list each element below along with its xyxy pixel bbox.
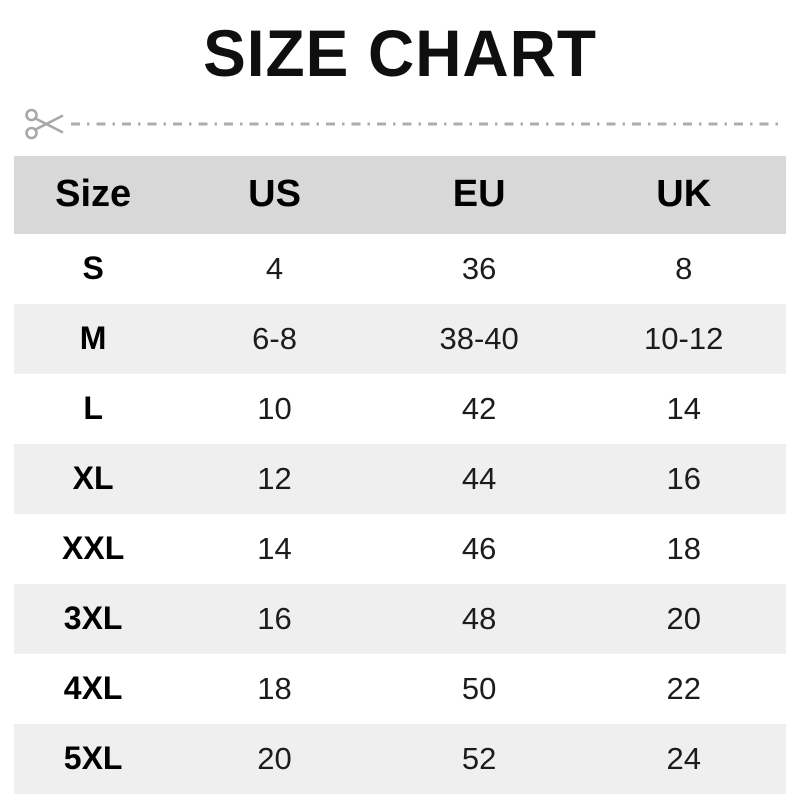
size-value-cell: 36 xyxy=(461,250,497,286)
table-row: 5XL 20 52 24 xyxy=(14,723,786,794)
size-value-cell: 4 xyxy=(265,250,284,286)
column-header-eu: EU xyxy=(376,155,582,234)
size-value-cell: 6-8 xyxy=(252,320,297,356)
size-value-cell: 22 xyxy=(666,670,701,706)
size-value-cell: 18 xyxy=(257,670,292,706)
size-value-cell: 48 xyxy=(461,600,497,636)
size-label-cell: L xyxy=(83,390,103,427)
size-value-cell: 20 xyxy=(257,740,292,776)
cut-line xyxy=(24,105,784,143)
size-label-cell: 4XL xyxy=(63,670,123,707)
column-header-us: US xyxy=(172,155,377,234)
size-value-cell: 50 xyxy=(461,670,497,706)
table-row: M 6-8 38-40 10-12 xyxy=(14,303,786,374)
column-header-size: Size xyxy=(14,155,173,234)
size-value-cell: 12 xyxy=(257,460,292,496)
size-value-cell: 52 xyxy=(461,740,497,776)
size-value-cell: 46 xyxy=(461,530,497,566)
size-label-cell: M xyxy=(79,320,107,357)
size-value-cell: 38-40 xyxy=(439,320,519,356)
size-label-cell: XXL xyxy=(62,530,125,567)
size-chart-page: SIZE CHART Size US EU UK S 4 36 8 M 6-8 38-40 10-1… xyxy=(0,16,800,800)
table-row: 4XL 18 50 22 xyxy=(14,654,786,724)
size-value-cell: 14 xyxy=(666,390,701,426)
column-header-uk: UK xyxy=(581,155,786,234)
table-row: 3XL 16 48 20 xyxy=(14,583,786,654)
table-row: S 4 36 8 xyxy=(14,234,786,304)
dashed-cut-line xyxy=(71,122,784,126)
size-value-cell: 24 xyxy=(666,740,701,776)
size-label-cell: S xyxy=(82,250,104,287)
size-value-cell: 14 xyxy=(257,530,292,566)
size-label-cell: 5XL xyxy=(63,740,123,777)
page-title: SIZE CHART xyxy=(203,16,597,90)
size-value-cell: 16 xyxy=(666,460,701,496)
size-table-body: S 4 36 8 M 6-8 38-40 10-12 L 10 42 14 XL 12 44 16 XXL 14 4… xyxy=(14,234,786,794)
size-value-cell: 18 xyxy=(666,530,701,566)
size-label-cell: 3XL xyxy=(63,600,123,637)
size-value-cell: 20 xyxy=(666,600,701,636)
table-header-row: Size US EU UK xyxy=(14,155,786,234)
size-table: Size US EU UK S 4 36 8 M 6-8 38-40 10-12 L 10 42 14 XL 1… xyxy=(14,155,786,794)
size-label-cell: XL xyxy=(72,460,114,497)
table-row: XL 12 44 16 xyxy=(14,443,786,514)
table-row: L 10 42 14 xyxy=(14,374,786,444)
size-value-cell: 44 xyxy=(461,460,497,496)
scissors-icon xyxy=(25,108,64,140)
size-value-cell: 8 xyxy=(675,250,693,286)
size-value-cell: 10 xyxy=(257,390,292,426)
size-value-cell: 42 xyxy=(461,390,497,426)
table-row: XXL 14 46 18 xyxy=(14,514,786,584)
size-value-cell: 10-12 xyxy=(644,320,724,356)
size-value-cell: 16 xyxy=(257,600,292,636)
